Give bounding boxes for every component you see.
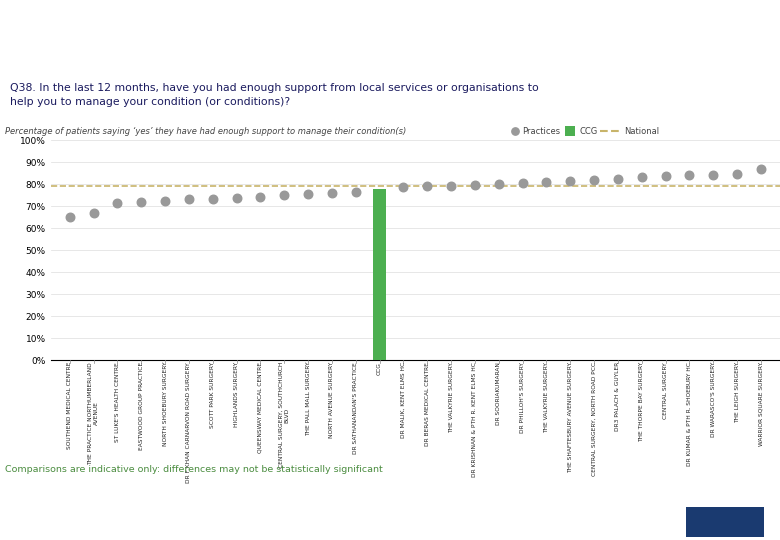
Text: DR MALIK, KENT ELMS HC: DR MALIK, KENT ELMS HC <box>401 362 406 438</box>
Point <box>87 208 100 217</box>
Text: THE THORPE BAY SURGERY: THE THORPE BAY SURGERY <box>640 362 644 442</box>
Point <box>612 174 624 183</box>
Text: CCG: CCG <box>377 362 382 375</box>
Point <box>731 170 743 178</box>
Point <box>254 192 267 201</box>
Text: ST LUKE'S HEALTH CENTRE: ST LUKE'S HEALTH CENTRE <box>115 362 120 442</box>
Point <box>469 180 481 189</box>
Text: DR F KHAN CARNARVON ROAD SURGERY: DR F KHAN CARNARVON ROAD SURGERY <box>186 362 191 483</box>
Point <box>541 178 553 186</box>
Point <box>683 171 696 179</box>
Point <box>230 194 243 202</box>
Text: DR SOORIAKUMARAN: DR SOORIAKUMARAN <box>496 362 502 425</box>
Point <box>707 170 719 179</box>
Text: WARRIOR SQUARE SURGERY: WARRIOR SQUARE SURGERY <box>758 362 764 446</box>
Text: Percentage of patients saying ‘yes’ they have had enough support to manage their: Percentage of patients saying ‘yes’ they… <box>5 126 406 136</box>
Text: DR PHILLOH'S SURGERY: DR PHILLOH'S SURGERY <box>520 362 525 433</box>
Text: Ipsos
MORI: Ipsos MORI <box>718 517 737 528</box>
Text: THE LEIGH SURGERY: THE LEIGH SURGERY <box>735 362 739 423</box>
Point <box>135 197 147 206</box>
Point <box>397 183 410 192</box>
Bar <box>565 126 575 136</box>
Point <box>755 164 768 173</box>
Text: NORTH AVENUE SURGERY: NORTH AVENUE SURGERY <box>329 362 335 438</box>
Text: DR KUMAR & PTH R. SHOEBURY HC: DR KUMAR & PTH R. SHOEBURY HC <box>687 362 692 466</box>
Text: Base: All with a long-term condition excluding ‘I haven’t needed support’ and ‘D: Base: All with a long-term condition exc… <box>5 487 507 501</box>
Text: THE PRACTICE NORTHUMBERLAND
AVENUE: THE PRACTICE NORTHUMBERLAND AVENUE <box>88 362 99 464</box>
Text: CENTRAL SURGERY, NORTH ROAD PCC: CENTRAL SURGERY, NORTH ROAD PCC <box>591 362 597 476</box>
Text: QUEENSWAY MEDICAL CENTRE: QUEENSWAY MEDICAL CENTRE <box>258 362 263 453</box>
Text: DR KRISHNAN & PTH R. KENT ELMS HC: DR KRISHNAN & PTH R. KENT ELMS HC <box>473 362 477 477</box>
Text: Comparisons are indicative only: differences may not be statistically significan: Comparisons are indicative only: differe… <box>5 464 383 474</box>
Text: Support with managing long-term health conditions:
how the CCG’s practices compa: Support with managing long-term health c… <box>10 17 488 50</box>
Point <box>492 179 505 188</box>
Point <box>509 127 521 136</box>
Point <box>349 188 362 197</box>
Text: THE SHAFTESBURY AVENUE SURGERY: THE SHAFTESBURY AVENUE SURGERY <box>568 362 573 473</box>
Text: EASTWOOD GROUP PRACTICE: EASTWOOD GROUP PRACTICE <box>139 362 144 450</box>
Point <box>516 178 529 187</box>
Text: Practices: Practices <box>522 126 560 136</box>
Text: THE PALL MALL SURGERY: THE PALL MALL SURGERY <box>306 362 310 436</box>
Point <box>326 189 339 198</box>
Text: Gipsos MORI    18-042653-01 | Version 1 | Public: Gipsos MORI 18-042653-01 | Version 1 | P… <box>10 535 161 540</box>
Text: Ipsos MORI: Ipsos MORI <box>10 514 62 523</box>
Text: DR SATHANANDAN'S PRACTICE: DR SATHANANDAN'S PRACTICE <box>353 362 358 454</box>
Point <box>564 177 576 185</box>
Point <box>659 172 672 180</box>
Text: NORTH SHOEBURY SURGERY: NORTH SHOEBURY SURGERY <box>162 362 168 447</box>
Text: Q38. In the last 12 months, have you had enough support from local services or o: Q38. In the last 12 months, have you had… <box>10 83 539 106</box>
Point <box>112 198 124 207</box>
Bar <box>373 189 386 360</box>
Point <box>183 195 195 204</box>
Point <box>588 176 601 184</box>
Text: CENTRAL SURGERY: CENTRAL SURGERY <box>663 362 668 418</box>
Text: SCOTT PARK SURGERY: SCOTT PARK SURGERY <box>211 362 215 428</box>
Point <box>302 190 314 199</box>
Text: CCG: CCG <box>579 126 597 136</box>
Text: DR WARASCO'S SURGERY: DR WARASCO'S SURGERY <box>711 362 716 437</box>
Point <box>445 181 457 190</box>
Text: THE VALKYRIE SURGERY: THE VALKYRIE SURGERY <box>544 362 549 433</box>
Text: Social Research Institute: Social Research Institute <box>10 524 98 530</box>
Text: 37: 37 <box>382 516 398 529</box>
Point <box>159 196 172 205</box>
Text: THE VALKYRIE SURGERY: THE VALKYRIE SURGERY <box>448 362 454 433</box>
Point <box>636 173 648 182</box>
Text: SOUTHEND MEDICAL CENTRE: SOUTHEND MEDICAL CENTRE <box>67 362 73 449</box>
Text: %Yes = %Yes, definitely + %Yes, to some extent: %Yes = %Yes, definitely + %Yes, to some … <box>593 488 754 494</box>
Point <box>63 213 76 221</box>
Point <box>421 182 434 191</box>
Text: DR BERAS MEDICAL CENTRE: DR BERAS MEDICAL CENTRE <box>425 362 430 446</box>
Point <box>207 194 219 203</box>
Text: CENTRAL SURGERY, SOUTHCHURCH
BLVD: CENTRAL SURGERY, SOUTHCHURCH BLVD <box>279 362 289 468</box>
Point <box>278 191 290 200</box>
Bar <box>686 507 764 537</box>
Text: HIGHLANDS SURGERY: HIGHLANDS SURGERY <box>234 362 239 427</box>
Text: National: National <box>624 126 659 136</box>
Text: DR3 PALACH & GUYLER: DR3 PALACH & GUYLER <box>615 362 620 431</box>
